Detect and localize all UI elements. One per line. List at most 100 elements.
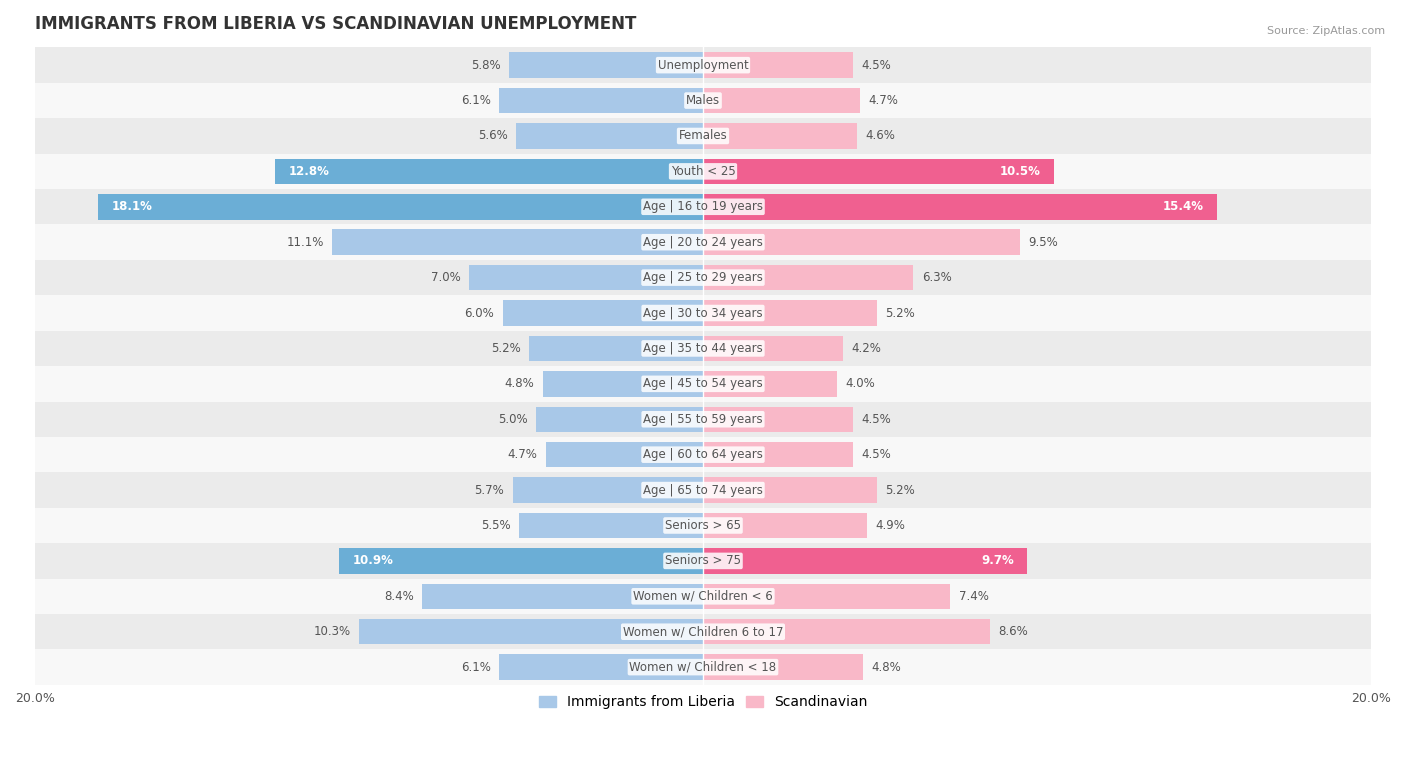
Text: 12.8%: 12.8% — [288, 165, 329, 178]
Text: 15.4%: 15.4% — [1163, 201, 1204, 213]
Bar — [509, 52, 703, 78]
Bar — [35, 544, 1371, 578]
Text: Females: Females — [679, 129, 727, 142]
Bar — [513, 478, 703, 503]
Text: Age | 35 to 44 years: Age | 35 to 44 years — [643, 342, 763, 355]
Text: 10.3%: 10.3% — [314, 625, 350, 638]
Text: 4.6%: 4.6% — [865, 129, 894, 142]
Text: Age | 60 to 64 years: Age | 60 to 64 years — [643, 448, 763, 461]
Bar — [35, 48, 1371, 83]
Text: 4.5%: 4.5% — [862, 448, 891, 461]
Bar — [703, 335, 844, 361]
Text: 10.5%: 10.5% — [1000, 165, 1040, 178]
Bar — [35, 437, 1371, 472]
Text: 6.0%: 6.0% — [464, 307, 495, 319]
Text: 5.0%: 5.0% — [498, 413, 527, 425]
Bar — [470, 265, 703, 291]
Text: Unemployment: Unemployment — [658, 58, 748, 72]
Text: Males: Males — [686, 94, 720, 107]
Bar — [703, 654, 863, 680]
Bar — [359, 619, 703, 644]
Bar — [703, 159, 1053, 184]
Text: 5.2%: 5.2% — [884, 484, 915, 497]
Text: Age | 16 to 19 years: Age | 16 to 19 years — [643, 201, 763, 213]
Text: Women w/ Children < 18: Women w/ Children < 18 — [630, 661, 776, 674]
Bar — [35, 614, 1371, 650]
Bar — [422, 584, 703, 609]
Bar — [98, 194, 703, 220]
Bar — [35, 225, 1371, 260]
Text: 5.8%: 5.8% — [471, 58, 501, 72]
Bar — [703, 265, 914, 291]
Bar — [35, 83, 1371, 118]
Bar — [35, 260, 1371, 295]
Text: 7.0%: 7.0% — [432, 271, 461, 284]
Text: 4.8%: 4.8% — [872, 661, 901, 674]
Text: 10.9%: 10.9% — [353, 554, 394, 568]
Bar — [546, 442, 703, 467]
Bar — [703, 88, 860, 114]
Text: 8.6%: 8.6% — [998, 625, 1028, 638]
Bar — [516, 123, 703, 148]
Text: Source: ZipAtlas.com: Source: ZipAtlas.com — [1267, 26, 1385, 36]
Text: Women w/ Children < 6: Women w/ Children < 6 — [633, 590, 773, 603]
Text: 4.8%: 4.8% — [505, 377, 534, 391]
Bar — [703, 548, 1026, 574]
Text: 4.7%: 4.7% — [508, 448, 537, 461]
Bar — [35, 189, 1371, 225]
Text: Age | 45 to 54 years: Age | 45 to 54 years — [643, 377, 763, 391]
Text: Youth < 25: Youth < 25 — [671, 165, 735, 178]
Legend: Immigrants from Liberia, Scandinavian: Immigrants from Liberia, Scandinavian — [533, 690, 873, 715]
Text: Age | 65 to 74 years: Age | 65 to 74 years — [643, 484, 763, 497]
Text: Age | 55 to 59 years: Age | 55 to 59 years — [643, 413, 763, 425]
Bar — [332, 229, 703, 255]
Text: Age | 25 to 29 years: Age | 25 to 29 years — [643, 271, 763, 284]
Text: 5.6%: 5.6% — [478, 129, 508, 142]
Text: 5.7%: 5.7% — [474, 484, 505, 497]
Bar — [35, 366, 1371, 401]
Text: Age | 30 to 34 years: Age | 30 to 34 years — [643, 307, 763, 319]
Text: Seniors > 75: Seniors > 75 — [665, 554, 741, 568]
Bar — [536, 407, 703, 432]
Bar — [35, 154, 1371, 189]
Text: 4.2%: 4.2% — [852, 342, 882, 355]
Bar — [703, 371, 837, 397]
Text: 18.1%: 18.1% — [111, 201, 153, 213]
Bar — [543, 371, 703, 397]
Text: Seniors > 65: Seniors > 65 — [665, 519, 741, 532]
Bar — [703, 194, 1218, 220]
Text: IMMIGRANTS FROM LIBERIA VS SCANDINAVIAN UNEMPLOYMENT: IMMIGRANTS FROM LIBERIA VS SCANDINAVIAN … — [35, 15, 637, 33]
Text: 6.1%: 6.1% — [461, 94, 491, 107]
Bar — [35, 508, 1371, 544]
Text: 4.5%: 4.5% — [862, 58, 891, 72]
Bar — [35, 295, 1371, 331]
Bar — [502, 301, 703, 326]
Bar — [529, 335, 703, 361]
Text: Age | 20 to 24 years: Age | 20 to 24 years — [643, 235, 763, 249]
Bar — [499, 654, 703, 680]
Bar — [703, 584, 950, 609]
Text: 6.1%: 6.1% — [461, 661, 491, 674]
Bar — [339, 548, 703, 574]
Text: 8.4%: 8.4% — [384, 590, 413, 603]
Bar — [703, 619, 990, 644]
Text: 9.5%: 9.5% — [1029, 235, 1059, 249]
Bar — [703, 442, 853, 467]
Bar — [35, 331, 1371, 366]
Bar — [703, 301, 877, 326]
Text: 6.3%: 6.3% — [922, 271, 952, 284]
Text: 4.0%: 4.0% — [845, 377, 875, 391]
Text: 9.7%: 9.7% — [981, 554, 1014, 568]
Bar — [35, 118, 1371, 154]
Text: 4.9%: 4.9% — [875, 519, 905, 532]
Bar — [276, 159, 703, 184]
Bar — [35, 578, 1371, 614]
Bar — [703, 407, 853, 432]
Bar — [703, 123, 856, 148]
Bar — [35, 650, 1371, 685]
Text: 11.1%: 11.1% — [287, 235, 323, 249]
Bar — [35, 401, 1371, 437]
Bar — [703, 229, 1021, 255]
Bar — [499, 88, 703, 114]
Text: Women w/ Children 6 to 17: Women w/ Children 6 to 17 — [623, 625, 783, 638]
